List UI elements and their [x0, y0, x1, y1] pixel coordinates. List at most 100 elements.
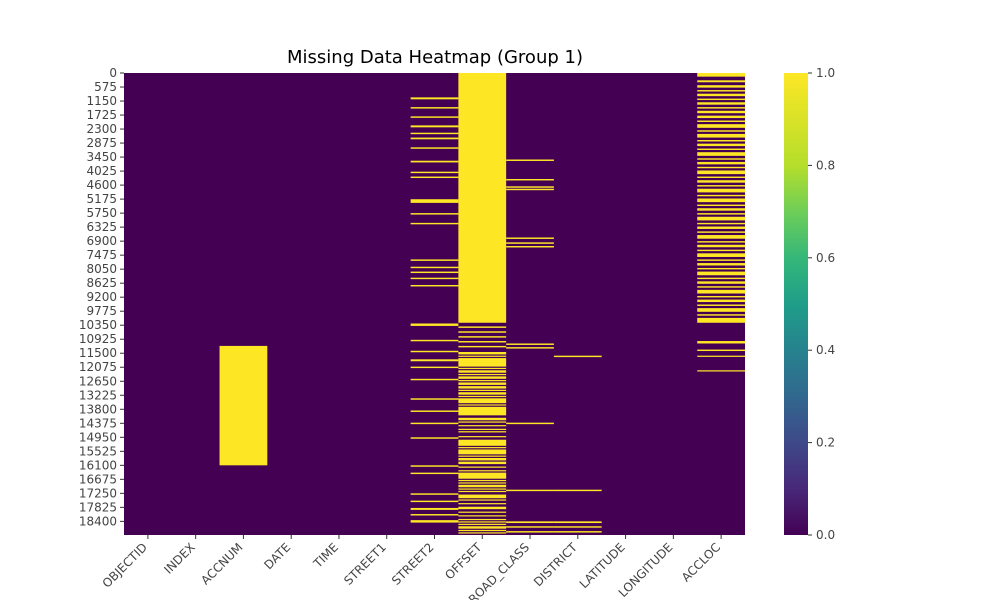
y-tick-label: 4025: [86, 164, 117, 178]
y-tick-label: 9200: [86, 290, 117, 304]
missing-cell: [506, 521, 554, 524]
missing-cell: [697, 194, 745, 197]
missing-cell: [697, 249, 745, 252]
missing-cell: [697, 216, 745, 221]
y-tick-label: 1150: [86, 94, 117, 108]
missing-cell: [697, 281, 745, 284]
missing-cell: [697, 158, 745, 160]
missing-cell: [506, 526, 554, 528]
missing-cell: [506, 188, 554, 191]
missing-cell: [697, 277, 745, 280]
missing-cell: [506, 159, 554, 161]
y-tick-label: 0: [109, 66, 117, 80]
missing-cell: [697, 148, 745, 150]
missing-cell: [458, 529, 507, 532]
missing-cell: [410, 366, 459, 369]
y-tick-label: 3450: [86, 150, 117, 164]
missing-cell: [697, 98, 745, 101]
missing-cell: [697, 180, 745, 183]
y-tick-label: 5750: [86, 206, 117, 220]
missing-cell: [697, 226, 745, 229]
missing-cell: [697, 241, 745, 243]
missing-cell: [458, 518, 507, 521]
missing-cell: [458, 395, 507, 398]
missing-cell: [697, 370, 745, 372]
missing-cell: [219, 345, 268, 466]
chart-title: Missing Data Heatmap (Group 1): [287, 47, 583, 68]
y-tick-label: 11500: [79, 346, 117, 360]
y-tick-label: 13225: [79, 388, 117, 402]
missing-cell: [697, 120, 745, 122]
missing-cell: [410, 222, 459, 225]
y-tick-label: 9775: [86, 304, 117, 318]
missing-cell: [458, 336, 507, 338]
y-tick-label: 16100: [79, 458, 117, 472]
colorbar-tick-label: 1.0: [816, 66, 835, 80]
missing-cells: [219, 73, 745, 534]
missing-cell: [458, 386, 507, 389]
missing-cell: [697, 235, 745, 239]
missing-cell: [697, 253, 745, 257]
colorbar-tick-label: 0.6: [816, 251, 835, 265]
x-tick-label: STREET2: [389, 540, 437, 588]
missing-cell: [458, 472, 507, 479]
y-tick-label: 17825: [79, 500, 117, 514]
y-tick-label: 8050: [86, 262, 117, 276]
x-tick-label: DATE: [261, 540, 293, 572]
missing-cell: [458, 389, 507, 391]
missing-cell: [410, 472, 459, 475]
y-tick-label: 17250: [79, 486, 117, 500]
missing-cell: [410, 132, 459, 135]
missing-cell: [506, 246, 554, 248]
missing-cell: [458, 431, 507, 433]
missing-cell: [410, 507, 459, 510]
missing-cell: [697, 308, 745, 312]
missing-cell: [697, 93, 745, 97]
missing-cell: [506, 186, 554, 188]
colorbar-axis: 0.0 0.2 0.4 0.6 0.8 1.0: [808, 66, 835, 542]
missing-cell: [506, 347, 554, 349]
missing-cell: [506, 242, 554, 244]
missing-cell: [458, 490, 507, 493]
missing-cell: [697, 73, 745, 77]
y-tick-label: 5175: [86, 192, 117, 206]
missing-cell: [506, 531, 554, 533]
y-tick-label: 10350: [79, 318, 117, 332]
missing-cell: [410, 147, 459, 149]
missing-cell: [458, 341, 507, 343]
y-tick-label: 18400: [79, 514, 117, 528]
missing-cell: [458, 458, 507, 461]
y-tick-label: 14950: [79, 430, 117, 444]
y-tick-label: 1725: [86, 108, 117, 122]
missing-cell: [697, 161, 745, 165]
missing-cell: [697, 341, 745, 344]
missing-cell: [458, 376, 507, 379]
missing-cell: [458, 355, 507, 357]
missing-cell: [458, 455, 507, 457]
missing-cell: [506, 422, 554, 425]
x-tick-label: STREET1: [341, 540, 389, 588]
missing-cell: [410, 323, 459, 326]
missing-cell: [697, 166, 745, 169]
y-tick-label: 13800: [79, 402, 117, 416]
missing-cell: [697, 152, 745, 156]
y-tick-label: 14375: [79, 416, 117, 430]
missing-cell: [458, 73, 507, 323]
x-tick-label: ACCLOC: [679, 540, 723, 584]
y-tick-label: 15525: [79, 444, 117, 458]
missing-cell: [458, 515, 507, 517]
missing-cell: [410, 520, 459, 523]
missing-cell: [410, 213, 459, 215]
x-tick-label: TIME: [310, 540, 341, 571]
missing-cell: [410, 271, 459, 274]
missing-cell: [410, 259, 459, 261]
missing-cell: [458, 370, 507, 373]
missing-cell: [697, 110, 745, 114]
missing-cell: [697, 90, 745, 92]
missing-cell: [697, 80, 745, 83]
y-tick-label: 6325: [86, 220, 117, 234]
y-tick-label: 12075: [79, 360, 117, 374]
missing-cell: [697, 213, 745, 215]
missing-cell: [410, 176, 459, 179]
